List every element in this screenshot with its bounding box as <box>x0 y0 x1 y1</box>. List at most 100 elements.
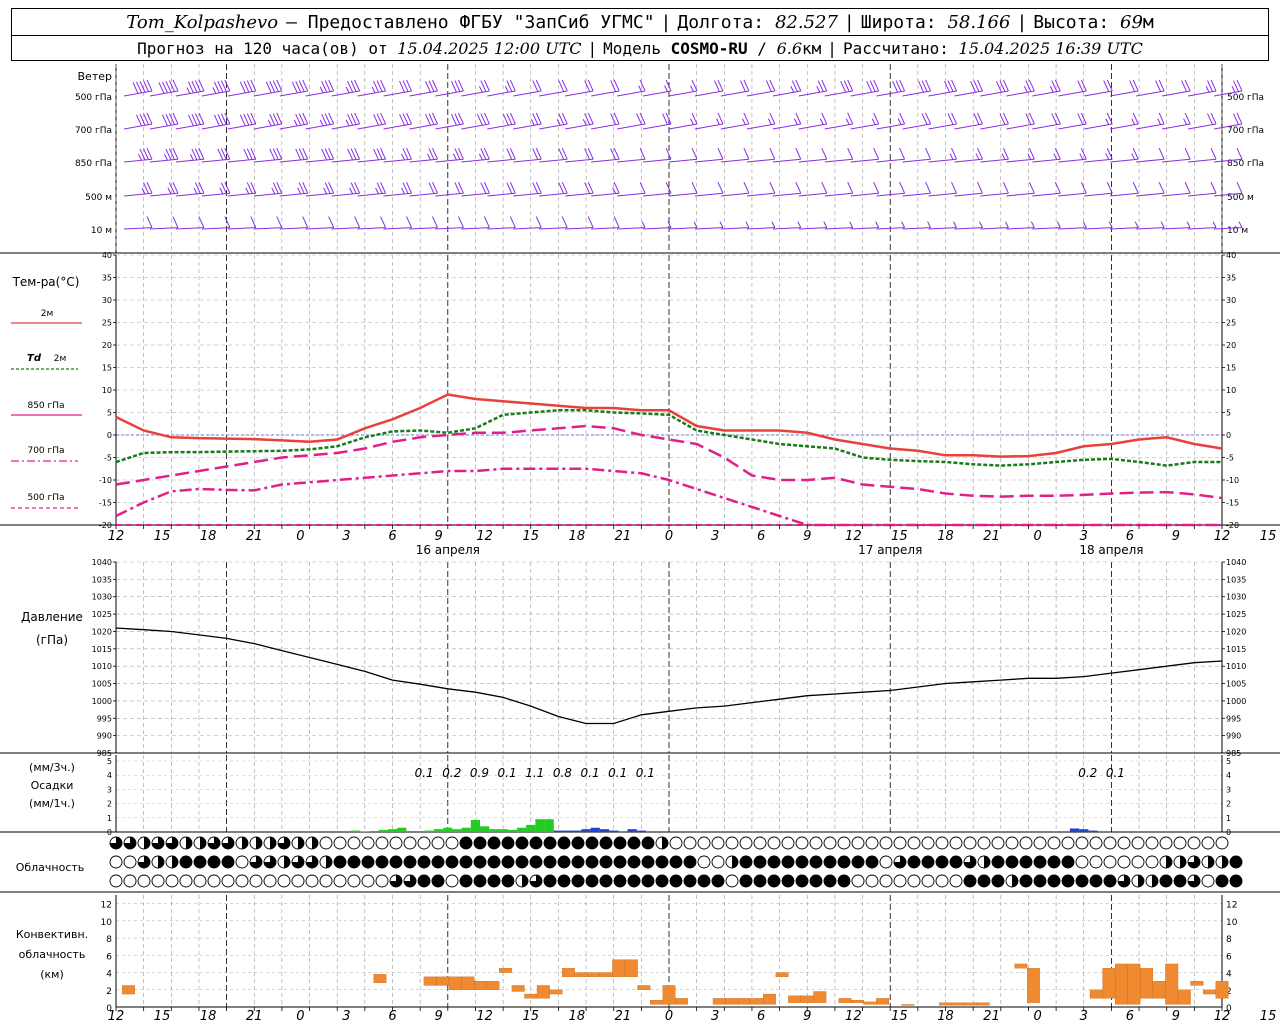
cloud-symbol <box>347 836 361 850</box>
wind-barb-shaft <box>305 123 334 130</box>
cloud-symbol <box>823 836 837 850</box>
cloud-circle <box>949 874 963 888</box>
wind-level-label-right: 500 гПа <box>1227 93 1264 103</box>
wind-barb-feather <box>899 181 906 194</box>
header-line-1: Tom_Kolpashevo — Предоставлено ФГБУ "Зап… <box>11 8 1269 36</box>
cloud-circle <box>1145 836 1159 850</box>
cloud-symbol <box>319 874 333 888</box>
conv-bar <box>612 959 626 977</box>
cloud-symbol <box>613 874 627 888</box>
wind-barb <box>409 181 438 197</box>
wind-barb <box>461 181 490 197</box>
wind-barb-half <box>927 221 932 228</box>
wind-barb-shaft <box>1058 227 1087 230</box>
wind-barb-half <box>427 153 431 161</box>
wind-barb <box>668 147 698 163</box>
cloud-circle <box>669 874 683 888</box>
cloud-symbol <box>543 874 557 888</box>
alt-unit: м <box>1142 11 1154 33</box>
wind-barb <box>642 79 672 97</box>
wind-barb-feather <box>535 216 542 228</box>
wind-barb-half <box>1053 153 1058 160</box>
wind-barb-half <box>716 118 720 125</box>
cloud-circle <box>627 855 641 869</box>
wind-barb-feather <box>380 216 387 228</box>
precip-3h-value: 1.1 <box>525 766 544 780</box>
wind-barb <box>565 79 594 97</box>
pressure-ytick-label-left: 1015 <box>92 645 112 654</box>
wind-barb-feather <box>272 182 279 194</box>
wind-barb <box>357 181 387 197</box>
wind-barb-feather <box>298 148 305 160</box>
wind-barb-feather <box>1002 79 1009 92</box>
wind-barb-feather <box>198 147 205 160</box>
wind-barb-shaft <box>435 123 464 130</box>
conv-bar <box>775 972 789 977</box>
precip-3h-value: 0.2 <box>1078 766 1097 780</box>
wind-barb-feather <box>817 80 824 92</box>
cloud-symbol <box>305 855 319 869</box>
cloud-symbol <box>207 836 221 850</box>
wind-barb <box>720 147 750 163</box>
wind-barb-feather <box>480 113 487 125</box>
wind-barb-feather <box>406 147 412 160</box>
wind-barb-feather <box>951 112 957 125</box>
cloud-circle <box>991 836 1005 850</box>
wind-barb <box>123 147 153 163</box>
cloud-three-quarter <box>1118 875 1130 887</box>
wind-barb-shaft <box>149 123 179 130</box>
wind-barb <box>954 147 983 163</box>
wind-barb-half <box>849 221 854 228</box>
wind-barb <box>409 216 438 230</box>
cloud-circle <box>501 855 515 869</box>
cloud-half <box>1166 856 1172 868</box>
wind-level-label-left: 500 м <box>85 193 112 203</box>
conv-bar <box>536 985 550 999</box>
wind-barb-feather <box>165 148 172 161</box>
wind-barb-shaft <box>201 123 230 130</box>
wind-barb-shaft <box>1213 158 1243 163</box>
wind-barb-feather <box>558 80 565 92</box>
wind-barb-feather <box>354 216 361 228</box>
wind-barb <box>383 216 412 230</box>
wind-barb-shaft <box>409 158 438 163</box>
conv-bar <box>499 968 513 973</box>
wind-barb-shaft <box>175 123 204 130</box>
conv-ytick-label-left: 8 <box>106 935 112 945</box>
wind-barb <box>1187 147 1217 163</box>
temp-xtick-label: 21 <box>246 529 263 544</box>
wind-barb-shaft <box>201 192 230 197</box>
precip-snow-bar <box>599 829 610 832</box>
wind-barb-feather <box>892 81 899 93</box>
alt-label: Высота: <box>1033 11 1110 33</box>
wind-barb <box>1006 181 1035 197</box>
cloud-symbol <box>1019 836 1033 850</box>
cloud-circle <box>179 855 193 869</box>
wind-barb-feather <box>172 147 179 160</box>
wind-barb <box>591 112 620 130</box>
wind-barb-shaft <box>772 123 801 130</box>
precip-3h-value: 0.1 <box>608 766 627 780</box>
cloud-circle <box>851 855 865 869</box>
precip-rain-bar <box>526 824 536 832</box>
cloud-circle <box>529 855 543 869</box>
cloud-circle <box>823 836 837 850</box>
cloud-symbol <box>977 874 991 888</box>
cloud-circle <box>753 836 767 850</box>
wind-barb-half <box>823 221 828 228</box>
cloud-symbol <box>599 855 613 869</box>
cloud-circle <box>1075 855 1089 869</box>
wind-barb <box>279 147 309 163</box>
wind-barb-shaft <box>487 90 516 97</box>
wind-barb-half <box>819 118 824 125</box>
wind-barb-feather <box>639 181 646 194</box>
wind-barb-shaft <box>746 158 775 163</box>
wind-barb-shaft <box>642 90 672 97</box>
wind-barb <box>227 147 257 163</box>
conv-xtick-label: 3 <box>342 1009 350 1024</box>
wind-barb-feather <box>324 182 331 194</box>
wind-barb-feather <box>717 147 724 160</box>
wind-barb-shaft <box>1187 90 1217 97</box>
wind-barb-half <box>1160 221 1165 228</box>
